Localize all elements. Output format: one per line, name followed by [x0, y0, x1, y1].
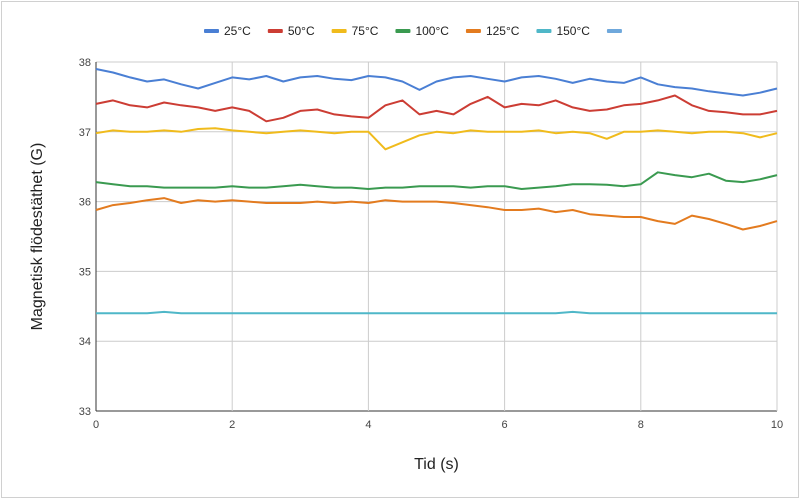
- legend-label-3: 100°C: [415, 24, 449, 38]
- legend-label-2: 75°C: [352, 24, 379, 38]
- legend-swatch-6: [606, 29, 622, 33]
- legend-swatch-1: [267, 29, 283, 33]
- x-tick-label: 8: [638, 419, 644, 431]
- y-tick-label: 33: [79, 406, 91, 418]
- series-line-0: [95, 68, 778, 97]
- y-tick-label: 34: [79, 336, 91, 348]
- x-tick-label: 4: [365, 419, 371, 431]
- series-line-4: [95, 197, 778, 231]
- legend-swatch-5: [536, 29, 552, 33]
- legend-swatch-0: [204, 29, 219, 33]
- legend-label-0: 25°C: [224, 24, 251, 38]
- y-tick-label: 38: [79, 57, 91, 69]
- y-tick-label: 36: [79, 197, 91, 209]
- legend-label-4: 125°C: [486, 24, 520, 38]
- legend-swatch-4: [465, 29, 481, 33]
- y-tick-label: 35: [79, 266, 91, 278]
- y-tick-label: 37: [79, 127, 91, 139]
- legend-label-1: 50°C: [288, 24, 315, 38]
- series-line-3: [95, 171, 778, 190]
- series-line-5: [96, 310, 777, 315]
- x-axis-title: Tid (s): [414, 456, 459, 473]
- x-tick-label: 6: [502, 419, 508, 431]
- series-line-1: [95, 94, 778, 123]
- x-tick-label: 2: [229, 419, 235, 431]
- legend-label-5: 150°C: [556, 24, 590, 38]
- legend-swatch-2: [331, 29, 347, 33]
- legend-swatch-3: [395, 29, 411, 33]
- y-axis-title: Magnetisk flödestäthet (G): [29, 143, 46, 331]
- x-tick-label: 10: [771, 419, 783, 431]
- series-line-2: [95, 127, 778, 151]
- x-tick-label: 0: [93, 419, 99, 431]
